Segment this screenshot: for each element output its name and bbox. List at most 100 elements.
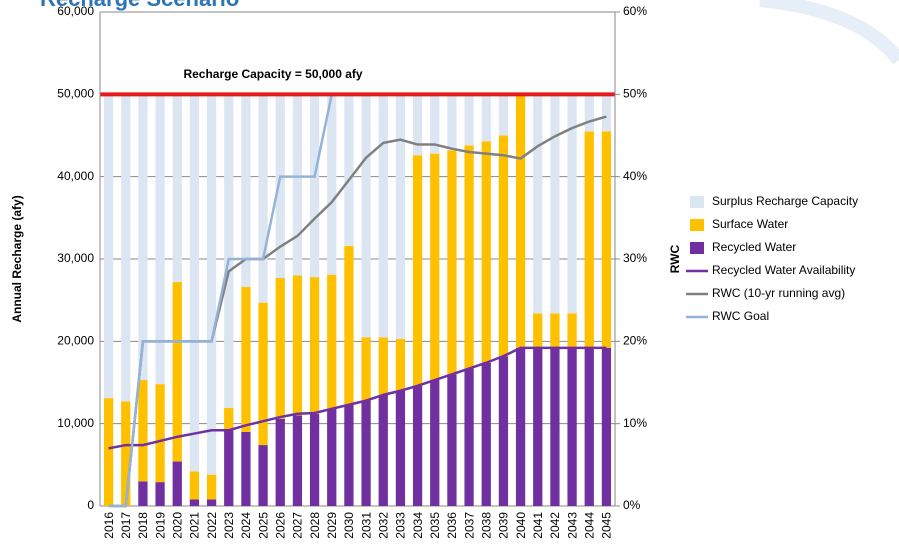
bar: [464, 145, 474, 369]
x-tick-label: 2030: [342, 512, 356, 539]
decor: [759, 0, 899, 65]
bar: [481, 141, 491, 363]
bar: [430, 380, 440, 506]
bar: [378, 94, 388, 338]
y-tick-label: 50,000: [57, 87, 94, 101]
bar: [327, 274, 337, 409]
bar: [275, 94, 285, 278]
bar: [103, 398, 114, 506]
bar: [275, 277, 285, 419]
x-tick-label: 2036: [445, 512, 459, 539]
bar: [309, 277, 320, 414]
bar: [224, 94, 234, 409]
bar: [241, 431, 251, 506]
bar: [481, 362, 491, 506]
bar: [206, 94, 217, 475]
bar: [533, 94, 543, 314]
x-tick-label: 2033: [394, 512, 408, 539]
bar: [309, 413, 320, 506]
y2-tick-label: 40%: [623, 169, 647, 183]
bar: [464, 94, 474, 146]
x-tick-label: 2043: [565, 512, 579, 539]
bar: [155, 94, 165, 385]
x-tick-label: 2040: [514, 512, 528, 539]
bar: [172, 282, 182, 462]
bar: [206, 474, 217, 500]
bar: [327, 408, 337, 506]
x-tick-label: 2039: [497, 512, 511, 539]
x-tick-label: 2038: [479, 512, 493, 539]
x-tick-label: 2032: [376, 512, 390, 539]
x-tick-label: 2042: [548, 512, 562, 539]
bar: [258, 445, 268, 506]
bar: [224, 430, 234, 506]
y2-tick-label: 10%: [623, 416, 647, 430]
bar: [138, 481, 148, 506]
bar: [241, 286, 251, 432]
bar: [292, 275, 303, 416]
x-tick-label: 2026: [273, 512, 287, 539]
legend-label: RWC Goal: [712, 309, 769, 323]
bar: [567, 347, 577, 506]
x-tick-label: 2021: [188, 512, 202, 539]
x-tick-label: 2020: [170, 512, 184, 539]
bar: [515, 94, 526, 348]
bar: [121, 94, 131, 402]
bar: [533, 347, 543, 506]
bar: [412, 94, 423, 156]
y2-tick-label: 30%: [623, 251, 647, 265]
bar: [172, 94, 182, 283]
bar: [601, 347, 612, 506]
x-tick-label: 2023: [222, 512, 236, 539]
bar: [412, 155, 423, 386]
bar: [258, 94, 268, 303]
x-tick-label: 2029: [325, 512, 339, 539]
bar: [327, 94, 337, 275]
bar: [275, 418, 285, 506]
bar: [481, 94, 491, 142]
bar: [395, 390, 406, 506]
bars: [100, 11, 615, 507]
y-tick-label: 20,000: [57, 334, 94, 348]
bar: [584, 94, 594, 132]
bar: [584, 131, 594, 348]
bar: [138, 380, 148, 482]
bar: [138, 94, 148, 381]
bar: [447, 94, 457, 151]
x-tick-label: 2022: [205, 512, 219, 539]
bar: [395, 94, 406, 339]
bar: [344, 404, 354, 506]
y-axis-title: Annual Recharge (afy): [10, 195, 24, 322]
bar: [172, 461, 182, 506]
x-tick-label: 2028: [308, 512, 322, 539]
bar: [601, 131, 612, 348]
bar: [206, 499, 217, 506]
bar: [567, 313, 577, 348]
bar: [224, 408, 234, 431]
bar: [361, 337, 371, 401]
bar: [498, 135, 509, 357]
bar: [292, 94, 303, 276]
bar: [498, 356, 509, 506]
bar: [189, 499, 200, 506]
x-tick-label: 2035: [428, 512, 442, 539]
bar: [430, 153, 440, 381]
x-tick-label: 2034: [411, 512, 425, 539]
bar: [155, 482, 165, 506]
bar: [378, 394, 388, 506]
x-tick-label: 2031: [359, 512, 373, 539]
y2-tick-label: 60%: [623, 4, 647, 18]
legend-swatch: [690, 196, 704, 208]
x-tick-label: 2045: [600, 512, 614, 539]
y2-tick-label: 20%: [623, 334, 647, 348]
y-tick-label: 10,000: [57, 416, 94, 430]
y-tick-label: 40,000: [57, 169, 94, 183]
bar: [412, 385, 423, 506]
x-tick-label: 2027: [291, 512, 305, 539]
bar: [395, 338, 406, 391]
line: [108, 93, 607, 508]
x-tick-label: 2017: [119, 512, 133, 539]
bar: [361, 94, 371, 338]
bar: [447, 150, 457, 375]
